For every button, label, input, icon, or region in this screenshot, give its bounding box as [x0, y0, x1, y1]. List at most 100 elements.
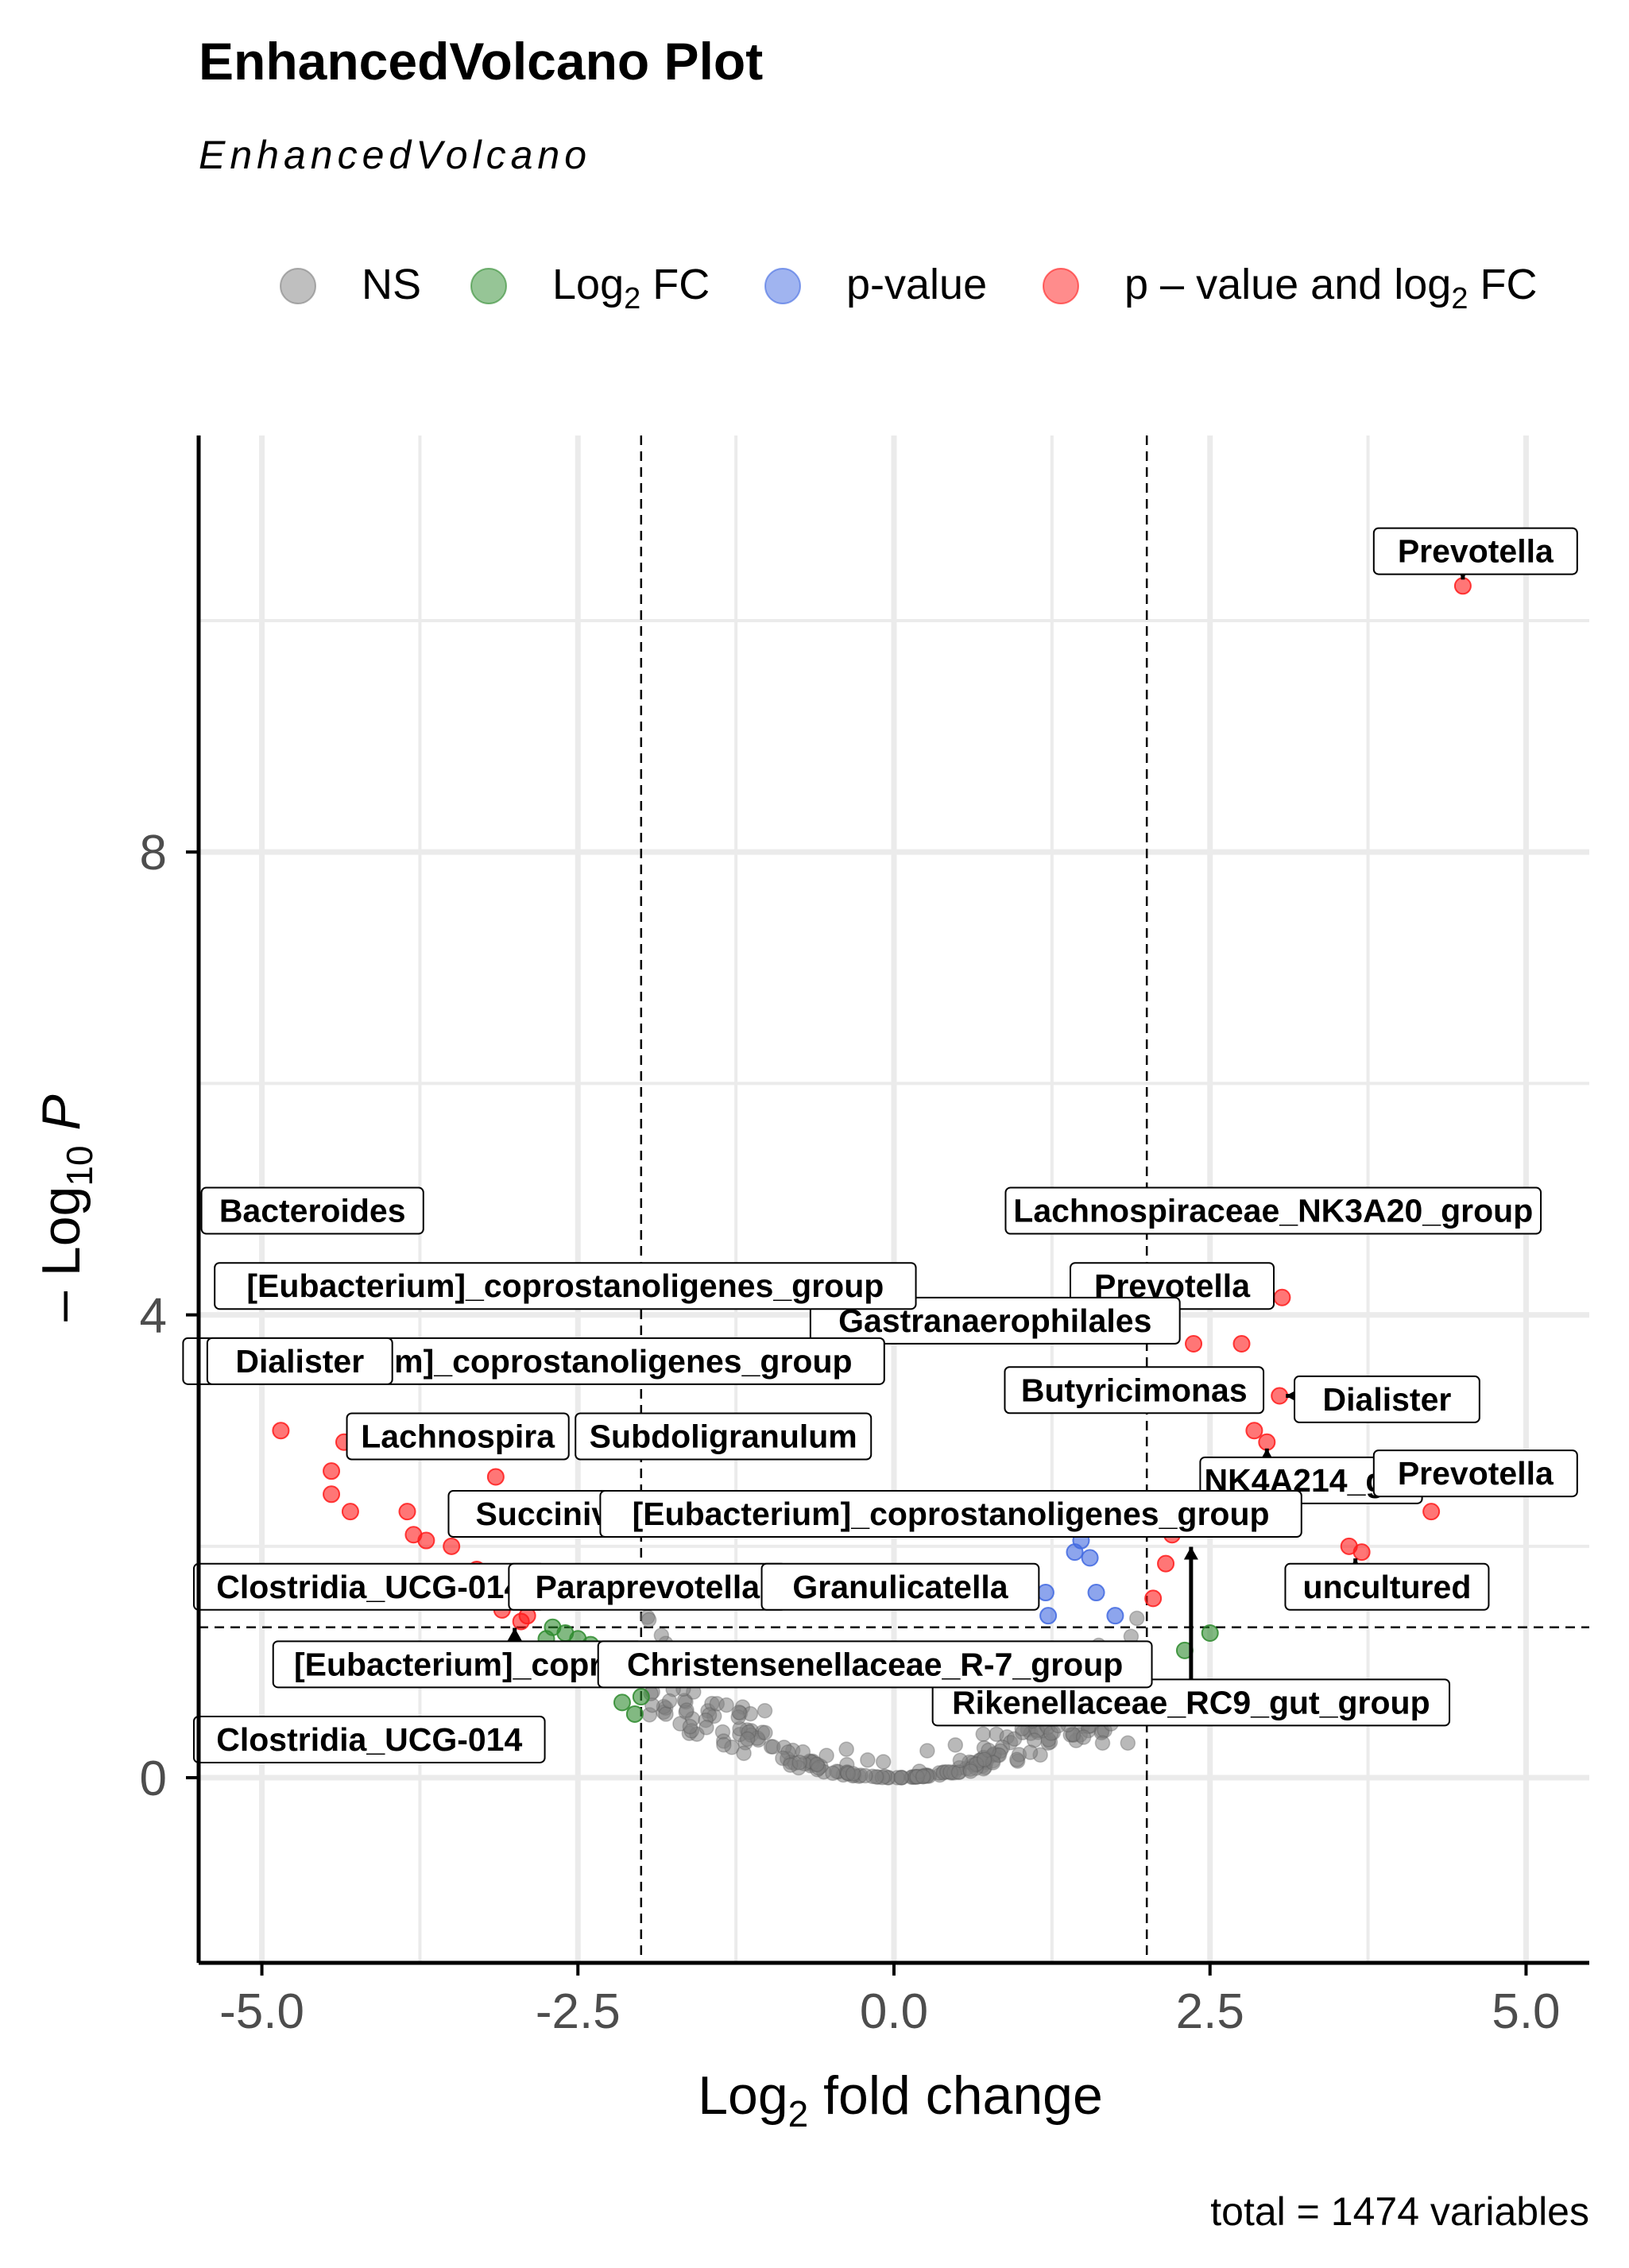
- label-arrowhead: [1183, 1546, 1198, 1560]
- ns-point: [682, 1718, 698, 1735]
- y-axis-title: – Log10 P: [31, 1094, 100, 1322]
- point-label: Christensenellaceae_R-7_group: [627, 1646, 1123, 1682]
- ns-point: [791, 1754, 807, 1771]
- label-box: [192, 1715, 546, 1763]
- legend-swatch: [470, 268, 507, 304]
- label-box: [1294, 1375, 1480, 1423]
- label-box: [760, 1562, 1040, 1611]
- pfc-point: [341, 1503, 359, 1521]
- ns-point: [756, 1702, 773, 1719]
- fc-point: [613, 1693, 631, 1712]
- p-point: [1106, 1607, 1124, 1625]
- ns-point: [739, 1731, 756, 1747]
- x-tick-label: -2.5: [536, 1984, 621, 2039]
- ns-point: [845, 1766, 861, 1782]
- ns-point: [1008, 1751, 1025, 1768]
- point-label: Clostridia_UCG-014: [216, 1569, 522, 1605]
- label-box: [1004, 1366, 1265, 1415]
- ns-point: [736, 1745, 752, 1762]
- point-label: uncultured: [1303, 1569, 1472, 1605]
- ns-point: [893, 1770, 909, 1786]
- legend-swatch: [280, 268, 316, 304]
- ns-point: [640, 1612, 657, 1628]
- legend-label: p-value: [846, 261, 987, 308]
- pfc-point: [1245, 1422, 1263, 1440]
- ns-point: [1120, 1735, 1136, 1751]
- ns-point: [658, 1706, 674, 1722]
- pfc-point: [1422, 1503, 1441, 1521]
- chart-subtitle: EnhancedVolcano: [199, 133, 591, 177]
- point-label: Lachnospira: [361, 1418, 555, 1454]
- y-tick-label: 0: [140, 1751, 167, 1806]
- axes: -5.0 -2.5 0.0 2.5 5.0 0 4 8: [140, 435, 1589, 2039]
- ns-point: [818, 1747, 834, 1763]
- point-label: Subdoligranulum: [590, 1418, 857, 1454]
- ns-point: [764, 1739, 781, 1755]
- ns-point: [1094, 1735, 1111, 1751]
- point-label: Lachnospiraceae_NK3A20_group: [1013, 1193, 1533, 1229]
- ns-point: [1022, 1744, 1039, 1760]
- label-box: [1372, 527, 1578, 575]
- pfc-point: [1144, 1589, 1163, 1608]
- ns-point: [1075, 1729, 1092, 1745]
- legend: NS Log2 FC p-value p – value and log2 FC: [280, 261, 1537, 315]
- ns-point: [825, 1765, 841, 1782]
- pfc-point: [1258, 1433, 1276, 1451]
- point-label: Bacteroides: [219, 1193, 406, 1229]
- pfc-point: [1185, 1335, 1203, 1353]
- ns-point: [952, 1752, 969, 1769]
- legend-swatch: [1043, 268, 1079, 304]
- point-label: [Eubacterium]_copro: [294, 1646, 621, 1682]
- label-box: [599, 1490, 1302, 1538]
- label-box: [1284, 1562, 1490, 1611]
- ns-point: [1128, 1610, 1145, 1627]
- label-box: [346, 1412, 570, 1461]
- legend-item-ns: NS: [280, 261, 421, 308]
- pfc-point: [1157, 1554, 1175, 1573]
- label-box: [200, 1186, 424, 1235]
- labels-layer: Prevotella Lachnospiraceae_NK3A20_group Pr…: [182, 527, 1578, 1763]
- label-box: [597, 1640, 1153, 1689]
- x-tick-label: -5.0: [219, 1984, 304, 2039]
- x-axis-title: Log2 fold change: [698, 2065, 1103, 2134]
- p-point: [1087, 1584, 1105, 1602]
- pfc-point: [323, 1485, 341, 1504]
- p-point: [1036, 1584, 1054, 1602]
- point-label: Clostridia_UCG-014: [216, 1721, 522, 1758]
- ns-point: [838, 1741, 854, 1757]
- p-point: [1081, 1549, 1099, 1567]
- ns-point: [716, 1736, 732, 1753]
- point-label: Butyricimonas: [1021, 1372, 1248, 1408]
- fc-point: [1201, 1624, 1219, 1643]
- ns-point: [718, 1697, 734, 1713]
- label-box: [1004, 1186, 1542, 1235]
- ns-point: [731, 1705, 747, 1720]
- x-tick-label: 0.0: [860, 1984, 928, 2039]
- pfc-point: [323, 1462, 341, 1480]
- ns-point: [975, 1726, 991, 1742]
- x-tick-label: 5.0: [1492, 1984, 1560, 2039]
- label-box: [575, 1412, 873, 1461]
- point-label: Rikenellaceae_RC9_gut_group: [952, 1684, 1430, 1720]
- fc-point: [625, 1705, 644, 1723]
- ns-point: [947, 1737, 964, 1753]
- point-label: Prevotella: [1398, 1455, 1554, 1492]
- legend-item-pfc: p – value and log2 FC: [1043, 261, 1537, 315]
- pfc-point: [486, 1468, 505, 1486]
- point-label: Dialister: [1323, 1381, 1452, 1418]
- point-label: [Eubacterium]_coprostanoligenes_group: [246, 1268, 884, 1304]
- chart-title: EnhancedVolcano Plot: [199, 32, 763, 91]
- ns-point: [757, 1724, 773, 1741]
- pfc-point: [398, 1503, 416, 1521]
- point-label: Granulicatella: [792, 1569, 1008, 1605]
- ns-point: [661, 1693, 678, 1709]
- ns-point: [860, 1752, 876, 1768]
- legend-label: p – value and log2 FC: [1124, 261, 1537, 315]
- label-box: [931, 1678, 1451, 1727]
- y-tick-label: 4: [140, 1289, 167, 1344]
- label-box: [206, 1337, 393, 1385]
- pfc-point: [1271, 1387, 1289, 1405]
- legend-label: NS: [362, 261, 421, 308]
